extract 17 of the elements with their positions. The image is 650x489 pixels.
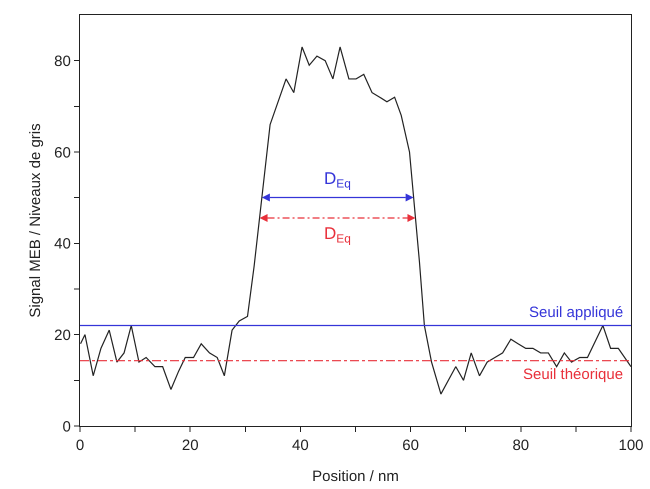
y-axis-title: Signal MEB / Niveaux de gris	[26, 123, 44, 318]
ref-line-label: Seuil théorique	[523, 366, 624, 383]
x-tick-label: 0	[76, 437, 84, 454]
y-tick-label: 40	[54, 236, 71, 253]
x-tick-label: 100	[618, 437, 644, 454]
y-tick-label: 20	[54, 326, 71, 344]
x-tick-label: 20	[182, 437, 199, 454]
x-axis-title: Position / nm	[312, 468, 399, 486]
x-tick-label: 40	[292, 437, 309, 454]
y-tick-label: 60	[54, 144, 71, 162]
ref-line-label: Seuil appliqué	[529, 304, 624, 321]
y-tick-label: 80	[54, 52, 71, 70]
x-tick-label: 80	[512, 437, 530, 454]
annotation: D$_{Eq}$	[324, 169, 351, 191]
x-tick-label: 60	[402, 437, 419, 454]
y-tick-label: 0	[62, 418, 71, 436]
annotation: D$_{Eq}$	[324, 224, 351, 246]
